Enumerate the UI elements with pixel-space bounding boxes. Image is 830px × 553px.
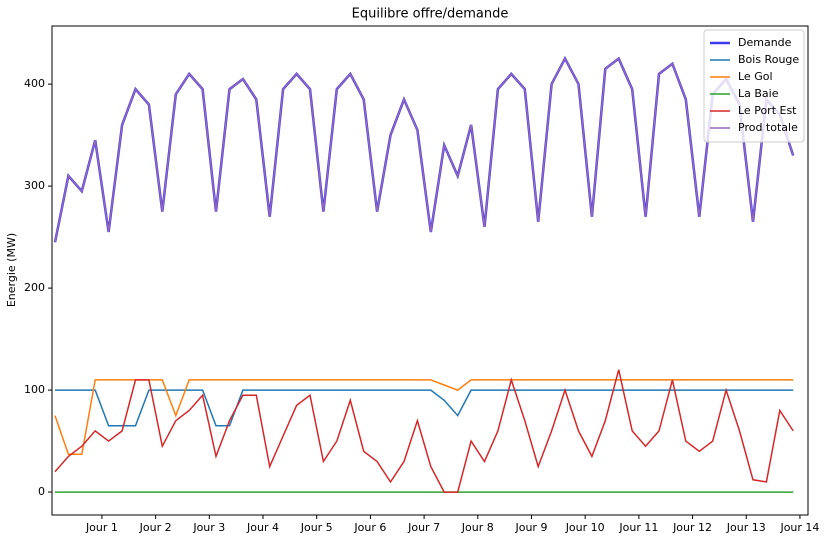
plot-frame xyxy=(51,25,809,516)
x-tick-label: Jour 14 xyxy=(779,521,819,534)
series-line xyxy=(54,369,794,493)
series-line xyxy=(53,55,795,243)
x-tick-label: Jour 10 xyxy=(565,521,605,534)
chart-title: Equilibre offre/demande xyxy=(352,7,509,22)
y-axis-label: Energie (MW) xyxy=(5,233,18,307)
y-tick-label: 200 xyxy=(24,281,45,294)
x-tick-label: Jour 13 xyxy=(726,521,766,534)
series-line xyxy=(55,389,794,427)
x-tick-label: Jour 4 xyxy=(246,521,279,534)
x-tick-label: Jour 1 xyxy=(85,521,118,534)
x-tick-label: Jour 9 xyxy=(514,521,547,534)
legend: Demande Bois Rouge Le Gol La Baie Le Port Es… xyxy=(703,29,805,143)
y-tick-label: 400 xyxy=(24,77,45,90)
x-tick-label: Jour 3 xyxy=(192,521,225,534)
y-tick-label: 0 xyxy=(38,485,45,498)
series-line xyxy=(54,56,794,243)
y-tick-label: 300 xyxy=(24,179,45,192)
x-tick-label: Jour 12 xyxy=(672,521,712,534)
x-tick-label: Jour 7 xyxy=(407,521,440,534)
y-tick-label: 100 xyxy=(24,383,45,396)
x-tick-label: Jour 2 xyxy=(139,521,172,534)
legend-label: Le Gol xyxy=(738,70,773,83)
legend-box xyxy=(703,29,805,143)
x-tick-label: Jour 8 xyxy=(461,521,494,534)
x-tick-label: Jour 11 xyxy=(618,521,658,534)
legend-label: Prod totale xyxy=(738,121,798,134)
legend-label: Bois Rouge xyxy=(738,53,799,66)
legend-label: Le Port Est xyxy=(738,104,797,117)
series-line xyxy=(54,379,794,456)
x-tick-label: Jour 6 xyxy=(353,521,386,534)
x-tick-label: Jour 5 xyxy=(300,521,333,534)
legend-label: Demande xyxy=(738,36,792,49)
legend-label: La Baie xyxy=(738,87,779,100)
